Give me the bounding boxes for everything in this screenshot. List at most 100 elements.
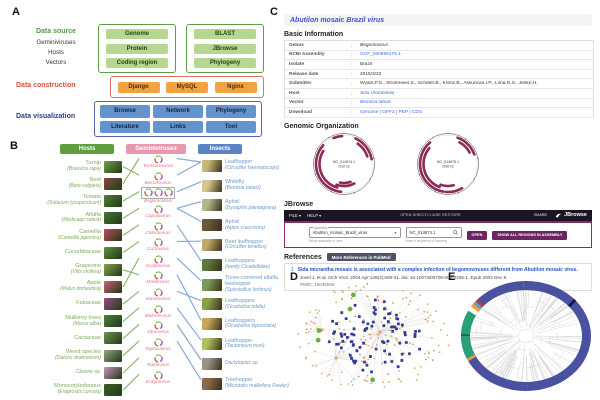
visualization-item: Browse [100, 105, 150, 118]
insects-header: Insects [198, 144, 242, 154]
host-row: Tomato (Solanum lycopersicum) [4, 192, 122, 209]
info-label: Submitter [285, 81, 352, 87]
host-virus-insect-links [122, 157, 202, 391]
insect-row: Aphid (Dysaphis plantaginea) [202, 196, 296, 216]
host-row: Apple (Malus domestica) [4, 278, 122, 295]
virus-genus-name: Topilevirus [146, 363, 170, 369]
insect-name: Treehopper [225, 377, 253, 384]
show-all-regions-button[interactable]: SHOW ALL REGIONS IN ASSEMBLY [492, 230, 568, 240]
host-row: Mulberry trees (Morus alba) [4, 313, 122, 330]
jbrowse-accent-strip [284, 220, 592, 224]
insect-row: Leafhoppers (family Cicadellidae) [202, 255, 296, 275]
more-references-button[interactable]: More References in PubMed [326, 253, 396, 262]
insect-name: Leafhoppers [225, 258, 255, 265]
info-label: Download [285, 109, 352, 115]
virus-row: Mulcrilevirus [140, 303, 176, 320]
locstring-helper-text: Enter a sequence or locstring [405, 239, 448, 244]
host-name: Mulberry trees [65, 314, 101, 321]
construction-item: Nginx [214, 81, 257, 93]
assembly-select-value: Abutilon_mosaic_Brazil_virus [312, 230, 368, 236]
virus-row: Turncurtovirus [140, 154, 176, 171]
host-name: Turnip [85, 160, 101, 167]
panel-b: B Hosts Geminiviruses Insects Turnip (Br… [4, 140, 296, 400]
side-label-hosts: Hosts [48, 49, 64, 56]
host-name: Weed species [65, 349, 101, 356]
jbrowse-open-form: Assembly Abutilon_mosaic_Brazil_virus ▾ … [284, 223, 592, 249]
data-source-label: Data source [35, 28, 77, 35]
insect-row: Leafhopper (Circulifer haematoceps) [202, 156, 296, 176]
host-name: Fabaceae [76, 300, 101, 307]
jbrowse-logo: JBrowse [555, 212, 587, 219]
hosts-header: Hosts [60, 144, 114, 154]
construction-item: Django [117, 81, 160, 93]
host-photo [104, 229, 122, 242]
panel-e: E [448, 271, 598, 399]
insect-row: Treehopper (Micrutalis malleifera Fowler… [202, 374, 296, 394]
jbrowse-share-button[interactable]: SHARE [533, 213, 548, 218]
host-row: Turnip (Brassica rapa) [4, 158, 122, 175]
virus-genus-name: Eragrovirus [145, 380, 171, 386]
insect-latin-name: (family Cicadellidae) [225, 264, 271, 271]
insect-latin-name: (Circulifer tenellus) [225, 244, 267, 251]
genome-circle-icon [153, 371, 163, 380]
panel-c: C Abutilon mosaic Brazil virus Basic Inf… [268, 2, 598, 291]
insect-name: Leafhopper [225, 337, 253, 344]
host-photo [104, 349, 122, 362]
host-latin-name: (Camellia japonica) [58, 234, 101, 241]
svg-text:NC_014974.1: NC_014974.1 [333, 160, 355, 164]
virus-genus-name: Mastrevirus [145, 297, 171, 303]
host-latin-name: (Medicago sativa) [61, 217, 101, 224]
genome-circle-icon [153, 255, 163, 264]
virus-genus-name: Citlodavirus [145, 230, 171, 236]
insect-photo [202, 298, 222, 311]
insect-latin-name: (Aphis craccivora) [225, 224, 266, 231]
svg-text:2632 bp: 2632 bp [338, 164, 350, 168]
genome-circle-icon [153, 321, 163, 330]
virus-genus-name: Maldovirus [146, 280, 170, 286]
host-row: Cleome sp. [4, 364, 122, 381]
host-photo [104, 177, 122, 190]
jbrowse-heading: JBrowse [284, 200, 314, 208]
host-latin-name: (Beta vulgaris) [68, 183, 101, 190]
locstring-input[interactable]: NC_014974.1 [405, 227, 462, 239]
genome-circle-icon [153, 271, 163, 280]
host-row: Cactaceae [4, 330, 122, 347]
insect-name: Leafhopper [225, 159, 253, 166]
panel-d: D [286, 271, 458, 399]
host-row: Camellia (Camellia japonica) [4, 227, 122, 244]
jbrowse-widget: FILE ▾ HELP ▾ OPEN DIRECTLY/USE RESTORE … [284, 209, 592, 249]
genome-circle-icon [153, 338, 163, 347]
jbrowse-help-menu[interactable]: HELP ▾ [307, 212, 322, 218]
assembly-select[interactable]: Assembly Abutilon_mosaic_Brazil_virus ▾ [308, 225, 401, 239]
tool-item: BLAST [194, 29, 256, 40]
insect-row: Leafhopper (Tautoneura mori) [202, 334, 296, 354]
basic-information-table: Genus Begomovirus NCBI Assembly GCF_0008… [284, 40, 594, 118]
genome-circle-icon [153, 222, 163, 231]
host-latin-name: (Solanum lycopersicum) [47, 200, 101, 207]
locstring-value: NC_014974.1 [409, 230, 436, 236]
virus-row: Topilevirus [140, 353, 176, 370]
insect-row: Leafhoppers (Cicadulina bipunctata) [202, 314, 296, 334]
host-name: Cucurbitaceae [64, 248, 101, 255]
visualization-item: Links [153, 120, 203, 133]
virus-genus-name: Becurtovirus [144, 180, 172, 186]
host-photo [104, 280, 122, 293]
reference-title-link[interactable]: Sida micrantha mosaic is associated with… [297, 267, 578, 274]
open-button[interactable]: OPEN [466, 230, 488, 240]
info-label: Release date [285, 71, 352, 77]
search-icon [452, 230, 458, 235]
tool-item: Phylogeny [194, 57, 256, 68]
insect-photo [202, 199, 222, 212]
insect-photo [202, 219, 222, 232]
virus-row: Mastrevirus [140, 287, 176, 304]
info-value: GCF_000899175.1 [360, 52, 401, 58]
insect-name: Leafhoppers [225, 298, 255, 305]
insect-photo [202, 239, 222, 252]
insect-latin-name: (Circulifer haematoceps) [225, 165, 280, 172]
jbrowse-file-menu[interactable]: FILE ▾ [289, 212, 302, 218]
visualization-item: Literature [100, 120, 150, 133]
data-construction-label: Data construction [16, 82, 76, 89]
geminiviruses-header: Geminiviruses [126, 144, 186, 154]
source-item: Genome [106, 29, 168, 40]
